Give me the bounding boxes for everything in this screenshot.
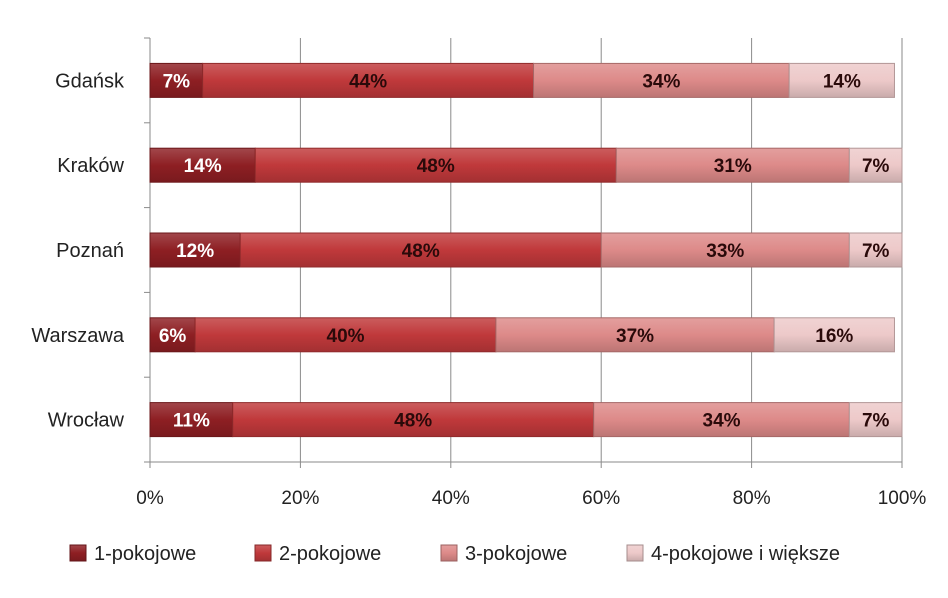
x-tick-label: 40% <box>432 488 470 509</box>
data-label: 7% <box>862 156 890 177</box>
data-label: 34% <box>703 411 741 432</box>
legend-swatch <box>69 544 87 562</box>
bar-segment <box>149 62 204 98</box>
bar-segment <box>848 232 903 268</box>
data-label: 12% <box>176 241 214 262</box>
x-tick-label: 60% <box>582 488 620 509</box>
data-label: 48% <box>417 156 455 177</box>
bar-segment <box>254 147 617 183</box>
data-label: 6% <box>159 326 187 347</box>
legend-swatch <box>440 544 458 562</box>
data-label: 7% <box>862 411 890 432</box>
bar-segment <box>848 402 903 438</box>
legend-item: 3-pokojowe <box>440 543 567 565</box>
legend-label: 4-pokojowe i większe <box>651 543 840 565</box>
bar-segment <box>600 232 850 268</box>
bar-segment <box>848 147 903 183</box>
data-label: 34% <box>642 71 680 92</box>
data-label: 40% <box>327 326 365 347</box>
bar-segment <box>773 317 895 353</box>
legend-item: 1-pokojowe <box>69 543 196 565</box>
category-label: Wrocław <box>48 410 125 432</box>
data-label: 11% <box>173 411 210 432</box>
bar-segment <box>149 232 241 268</box>
x-tick-label: 0% <box>136 488 164 509</box>
data-label: 31% <box>714 156 752 177</box>
category-label: Kraków <box>57 155 124 177</box>
bar-segment <box>149 147 256 183</box>
data-label: 14% <box>823 71 861 92</box>
data-label: 7% <box>862 241 890 262</box>
data-label: 44% <box>349 71 387 92</box>
bar-segment <box>202 62 535 98</box>
category-label: Gdańsk <box>55 70 125 92</box>
data-label: 37% <box>616 326 654 347</box>
data-label: 33% <box>706 241 744 262</box>
bar-segment <box>533 62 790 98</box>
category-labels: Gdańsk Kraków Poznań Warszawa Wrocław <box>31 70 125 431</box>
data-label: 16% <box>815 326 853 347</box>
legend-swatch <box>254 544 272 562</box>
legend: 1-pokojowe 2-pokojowe 3-pokojowe 4-pokojowe… <box>69 543 840 565</box>
category-label: Poznań <box>56 240 124 262</box>
legend-label: 3-pokojowe <box>465 543 567 565</box>
legend-label: 2-pokojowe <box>279 543 381 565</box>
data-label: 48% <box>402 241 440 262</box>
bar-segment <box>194 317 497 353</box>
x-tick-label: 100% <box>878 488 927 509</box>
bar-segment <box>495 317 775 353</box>
bar-segment <box>232 402 595 438</box>
legend-item: 4-pokojowe i większe <box>626 543 840 565</box>
category-label: Warszawa <box>31 325 124 347</box>
data-label: 7% <box>163 71 191 92</box>
data-label: 48% <box>394 411 432 432</box>
x-tick-label: 80% <box>733 488 771 509</box>
x-tick-labels: 0% 20% 40% 60% 80% 100% <box>136 488 926 509</box>
legend-swatch <box>626 544 644 562</box>
bar-segment <box>615 147 850 183</box>
legend-item: 2-pokojowe <box>254 543 381 565</box>
bar-segment <box>788 62 895 98</box>
x-tick-label: 20% <box>281 488 319 509</box>
data-label: 14% <box>184 156 222 177</box>
bar-segment <box>239 232 602 268</box>
legend-label: 1-pokojowe <box>94 543 196 565</box>
bars: 7% 44% 34% 14% 14% 48% 31% 7% 12% 48% 33% 7% 6% 40% 37… <box>149 62 903 438</box>
